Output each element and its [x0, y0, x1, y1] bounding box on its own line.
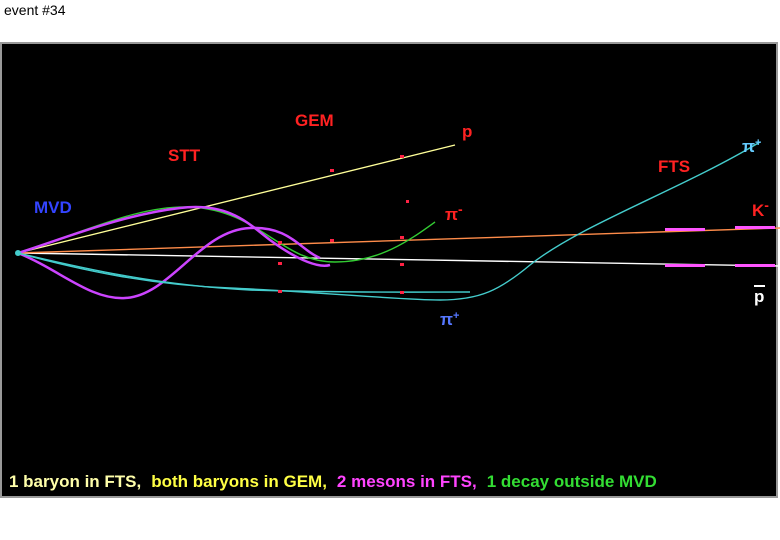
track-pion-plus-1	[17, 141, 761, 301]
label-pion-minus: π-	[445, 201, 463, 224]
text-part: +	[755, 137, 761, 149]
label-pion-plus-top: π+	[742, 137, 761, 156]
label-kaon-minus: K-	[752, 197, 769, 220]
label-proton: p	[462, 122, 472, 141]
text-part: K	[752, 201, 765, 220]
label-stt: STT	[168, 146, 201, 165]
label-mvd: MVD	[34, 198, 72, 217]
text-part: +	[453, 310, 459, 322]
text-part: 1 baryon in FTS,	[9, 472, 141, 491]
tracks	[17, 141, 780, 301]
text-part: -	[764, 197, 769, 213]
track-helix-1	[17, 205, 331, 267]
track-kaon	[17, 227, 780, 254]
text-part: π	[440, 310, 453, 329]
vertex	[15, 250, 21, 256]
text-part: π	[742, 137, 755, 156]
text-part: π	[445, 205, 458, 224]
track-proton	[17, 144, 456, 254]
label-pion-plus-bottom: π+	[440, 310, 459, 329]
caption: 1 baryon in FTS, both baryons in GEM, 2 me…	[9, 472, 657, 491]
text-part: 1 decay outside MVD	[487, 472, 657, 491]
event-title: event #34	[4, 2, 66, 18]
track-helix-2	[17, 226, 321, 300]
text-part: -	[458, 201, 463, 217]
label-antiproton: p	[754, 287, 764, 306]
display-panel	[0, 42, 778, 498]
label-gem: GEM	[295, 111, 334, 130]
hits	[278, 155, 409, 294]
text-part: 2 mesons in FTS,	[337, 472, 477, 491]
fts-hits	[665, 226, 775, 267]
track-pion-plus-2	[17, 252, 471, 293]
track-antiproton	[17, 252, 780, 267]
text-part: both baryons in GEM,	[151, 472, 327, 491]
label-fts: FTS	[658, 157, 690, 176]
